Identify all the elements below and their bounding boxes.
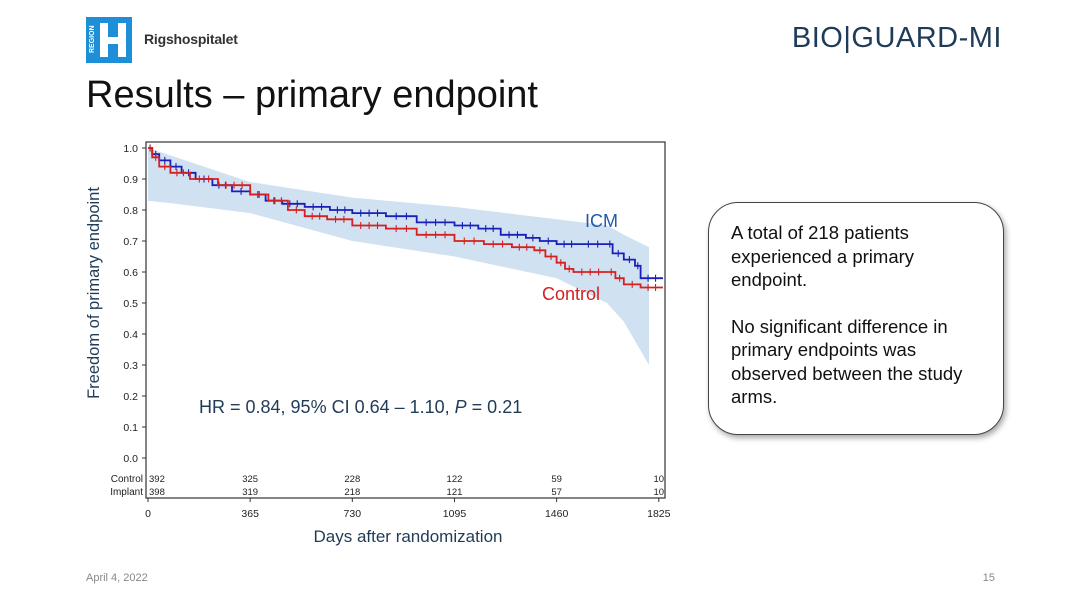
hr-annotation-pre: HR = 0.84, 95% CI 0.64 – 1.10, — [199, 397, 455, 417]
x-tick-label: 365 — [241, 508, 259, 520]
at-risk-table: Control 392 325 228 122 59 10 Implant 398 319 218 1… — [110, 474, 664, 498]
survival-curves — [148, 144, 663, 291]
x-tick-label: 730 — [344, 508, 362, 520]
hr-annotation-p: P — [455, 397, 467, 417]
y-tick-label: 0.0 — [123, 453, 138, 465]
y-tick-label: 0.3 — [123, 360, 138, 372]
y-tick-label: 1.0 — [123, 143, 138, 155]
y-tick-label: 0.2 — [123, 391, 138, 403]
km-chart: Freedom of primary endpoint Days after r… — [85, 141, 671, 546]
y-axis-label: Freedom of primary endpoint — [85, 187, 103, 399]
at-risk-value: 59 — [551, 474, 562, 485]
y-tick-label: 0.8 — [123, 205, 138, 217]
slide-date: April 4, 2022 — [86, 572, 148, 584]
study-logo-bold: BIO — [791, 22, 844, 54]
study-logo-light: GUARD-MI — [851, 22, 1002, 54]
at-risk-value: 10 — [654, 487, 665, 498]
hr-annotation-post: = 0.21 — [467, 397, 523, 417]
y-tick-label: 0.4 — [123, 329, 138, 341]
x-tick-label: 0 — [145, 508, 151, 520]
callout-para-1: A total of 218 patients experienced a pr… — [731, 222, 915, 290]
at-risk-value: 392 — [149, 474, 165, 485]
ci-band — [148, 148, 649, 365]
y-tick-label: 0.1 — [123, 422, 138, 434]
hr-annotation: HR = 0.84, 95% CI 0.64 – 1.10, P = 0.21 — [199, 397, 522, 417]
region-logo: REGION — [86, 17, 132, 63]
y-tick-labels: 0.0 0.1 0.2 0.3 0.4 0.5 0.6 0.7 0.8 0.9 1.0 — [123, 143, 146, 465]
y-tick-label: 0.7 — [123, 236, 138, 248]
at-risk-value: 218 — [344, 487, 360, 498]
at-risk-value: 398 — [149, 487, 165, 498]
x-tick-labels: 0 365 730 1095 1460 1825 — [145, 498, 671, 520]
x-tick-label: 1825 — [647, 508, 671, 520]
callout-para-2: No significant difference in primary end… — [731, 315, 963, 408]
org-name: Rigshospitalet — [144, 31, 238, 47]
x-axis-label: Days after randomization — [314, 527, 503, 546]
at-risk-value: 10 — [654, 474, 665, 485]
at-risk-value: 57 — [551, 487, 562, 498]
y-tick-label: 0.9 — [123, 174, 138, 186]
x-tick-label: 1460 — [545, 508, 569, 520]
at-risk-value: 122 — [447, 474, 463, 485]
plot-frame — [145, 141, 666, 499]
series-label-icm: ICM — [585, 211, 618, 231]
x-tick-label: 1095 — [443, 508, 467, 520]
slide-page-number: 15 — [982, 572, 995, 584]
at-risk-value: 325 — [242, 474, 258, 485]
region-logo-text: REGION — [89, 25, 96, 53]
at-risk-value: 228 — [344, 474, 360, 485]
at-risk-value: 121 — [447, 487, 463, 498]
study-logo-sep: | — [843, 22, 852, 54]
page-title: Results – primary endpoint — [86, 74, 538, 116]
summary-callout: A total of 218 patients experienced a pr… — [708, 202, 1004, 435]
y-tick-label: 0.6 — [123, 267, 138, 279]
series-label-control: Control — [542, 284, 600, 304]
study-logo: BIO|GUARD-MI — [792, 22, 1002, 55]
ci-band-area — [148, 148, 649, 365]
at-risk-row-label: Control — [111, 474, 143, 485]
at-risk-row-label: Implant — [110, 487, 143, 498]
y-tick-label: 0.5 — [123, 298, 138, 310]
at-risk-value: 319 — [242, 487, 258, 498]
